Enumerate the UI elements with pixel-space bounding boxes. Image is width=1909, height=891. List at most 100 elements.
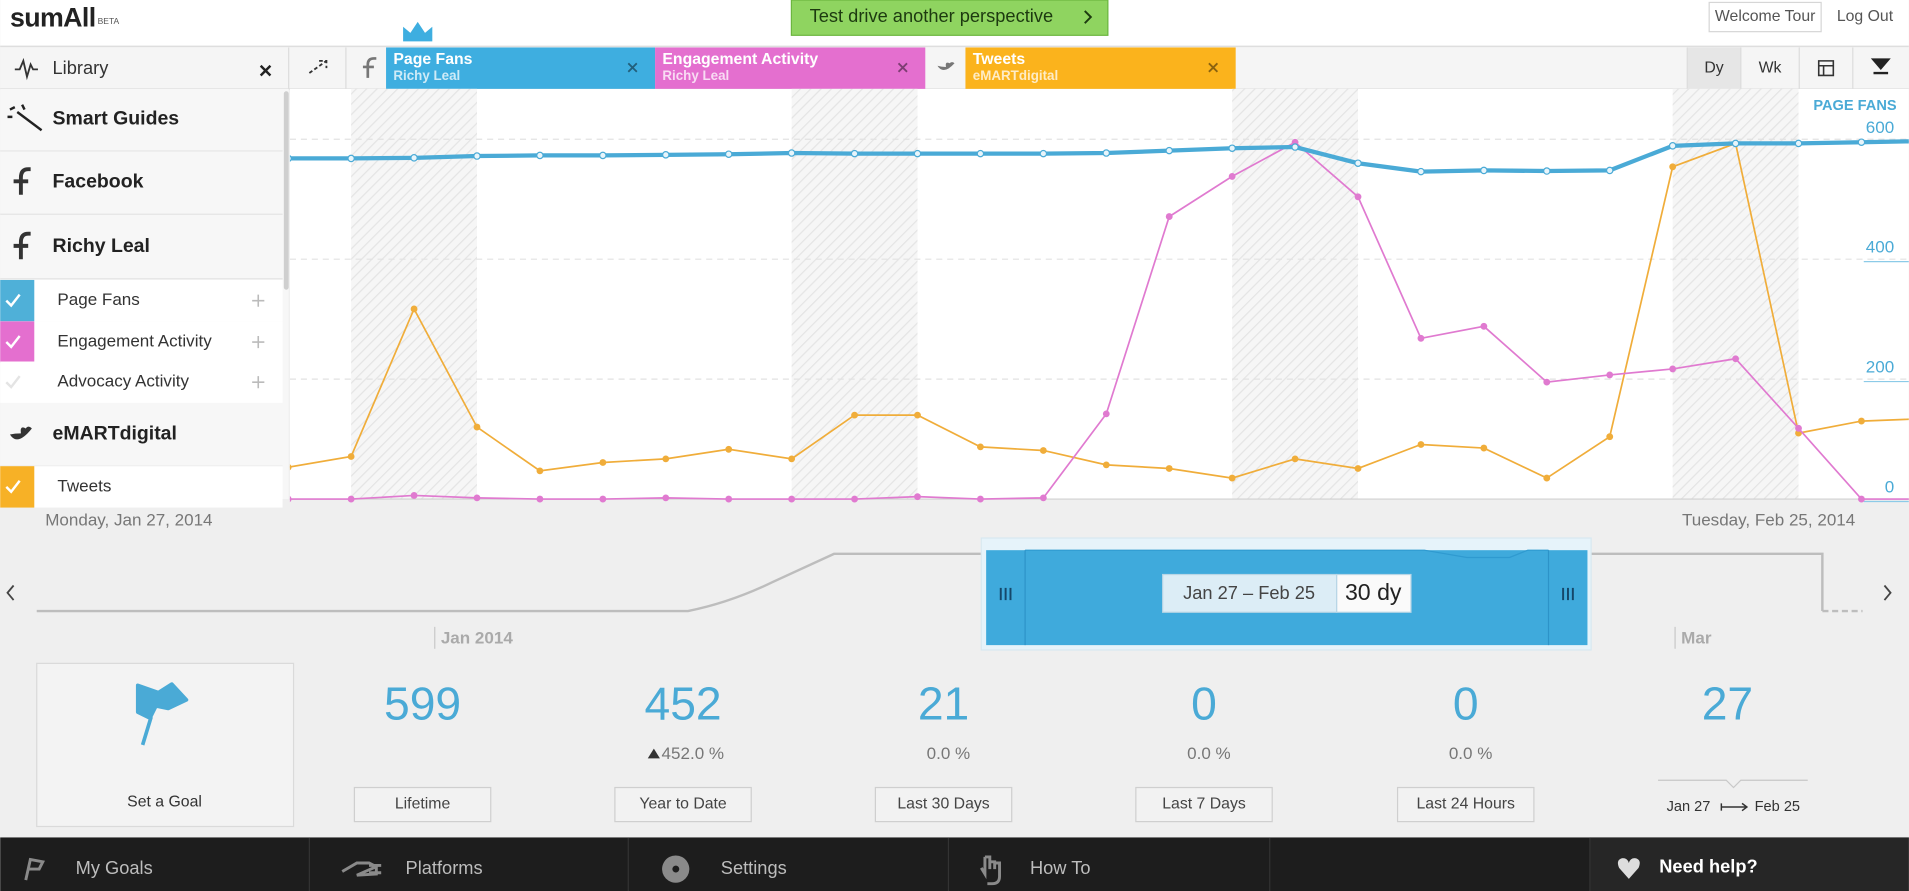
footer-icon [980,855,1001,886]
footer-link[interactable]: Settings [721,857,787,878]
metric-tab[interactable] [386,47,656,89]
period-button[interactable] [614,786,752,823]
range-to: Feb 25 [1755,799,1800,815]
help-link[interactable]: Need help? [1659,856,1757,877]
crown-icon [403,21,433,42]
period-label[interactable]: Last 30 Days [897,796,989,813]
metric-label[interactable]: Page Fans [57,290,139,309]
y-axis-title: PAGE FANS [1813,98,1897,114]
period-button[interactable] [1135,786,1273,823]
range-button[interactable]: Wk [1759,59,1782,76]
period-button[interactable] [874,786,1013,823]
add-icon[interactable] [252,294,265,307]
period-label[interactable]: Lifetime [395,796,451,813]
library-close[interactable] [259,64,272,77]
table-icon[interactable] [1817,60,1835,77]
group-label[interactable]: eMARTdigital [53,423,177,445]
metric-label[interactable]: Engagement Activity [57,332,212,351]
footer-link[interactable]: How To [1030,857,1091,878]
data-point [1354,193,1362,201]
footer-link[interactable]: Platforms [406,857,483,878]
data-point [662,455,670,463]
selection-handle[interactable] [999,587,1012,601]
nav-right[interactable] [1883,584,1892,601]
tab-title[interactable]: Engagement Activity [662,51,818,68]
data-point [662,151,670,159]
check-mark [5,480,21,494]
plot [289,138,1909,503]
data-point [1039,149,1048,158]
data-point [1102,461,1110,469]
data-point [536,495,544,503]
data-point [1291,455,1299,463]
add-icon[interactable] [252,376,265,389]
metric-label[interactable]: Advocacy Activity [57,372,189,391]
wand-icon [7,104,43,132]
stat-change: 0.0 % [927,744,971,763]
metric-tab[interactable] [965,47,1236,89]
month-label: Jan 2014 [441,629,513,648]
metric-label[interactable]: Tweets [57,476,111,495]
metric-row[interactable] [0,361,283,403]
data-point [1165,465,1173,472]
metric-tab[interactable] [655,47,926,89]
metric-row[interactable] [0,466,283,508]
data-point [1543,474,1551,482]
tab-close[interactable] [627,62,638,73]
data-point [1228,144,1236,153]
group-label[interactable]: Richy Leal [53,235,150,257]
metric-row[interactable] [0,321,283,363]
range-label-box [1162,573,1338,613]
facebook-icon [13,167,31,195]
download-icon[interactable] [1870,58,1891,75]
tab-title[interactable]: Tweets [973,51,1026,68]
data-point [289,464,292,471]
welcome-tour[interactable]: Welcome Tour [1715,8,1815,25]
promo-button[interactable] [790,0,1109,36]
data-point [1858,417,1865,425]
period-label[interactable]: Last 24 Hours [1417,796,1516,813]
data-point [1857,138,1866,147]
data-point [347,453,355,460]
footer-link[interactable]: My Goals [76,857,153,878]
metric-color [0,321,35,363]
logo-badge: BETA [98,16,120,26]
day-button-bg [1687,47,1741,89]
heart-icon [1617,858,1640,879]
tab-close[interactable] [1208,62,1219,73]
add-icon[interactable] [252,335,265,349]
tab-title[interactable]: Page Fans [393,51,472,68]
footer-icon [24,857,45,881]
data-point [536,467,544,475]
data-point [1039,447,1047,454]
tab-close[interactable] [897,62,908,73]
data-point [599,151,607,160]
period-button[interactable] [1396,786,1535,823]
period-button[interactable] [353,786,492,823]
data-point [599,459,607,466]
group-label[interactable]: Smart Guides [53,107,180,129]
group-label[interactable]: Facebook [53,171,144,193]
data-point [410,305,418,313]
period-label[interactable]: Last 7 Days [1162,796,1246,813]
goal-label[interactable]: Set a Goal [127,793,202,810]
data-point [410,154,418,162]
goal-flag [135,682,189,746]
data-point [851,411,858,419]
log-out[interactable]: Log Out [1837,8,1894,25]
data-point [1480,444,1488,452]
expand-icon[interactable] [308,59,328,74]
data-point [1165,146,1173,155]
data-point [1795,424,1802,432]
logo: sumAll [10,3,96,33]
data-point [1228,173,1236,180]
data-point [788,495,796,503]
metric-row[interactable] [0,279,283,322]
range-button[interactable]: Dy [1704,59,1723,76]
welcome-tour-button[interactable] [1708,1,1822,33]
data-point [1417,334,1425,342]
selection-handle[interactable] [1562,587,1574,601]
nav-left[interactable] [6,584,15,601]
promo-label[interactable]: Test drive another perspective [810,5,1053,26]
period-label[interactable]: Year to Date [639,796,727,813]
